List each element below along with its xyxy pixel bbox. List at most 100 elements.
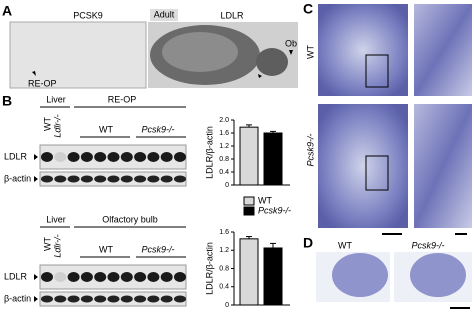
lane-label: WT — [42, 237, 52, 251]
band — [80, 152, 93, 162]
arrowhead — [34, 274, 38, 302]
tissue-label: Liver — [46, 214, 66, 224]
image-title: Pcsk9-/- — [411, 240, 444, 250]
band — [94, 152, 107, 162]
tag-box — [150, 9, 178, 21]
band — [94, 295, 107, 303]
tissue-label: Olfactory bulb — [102, 214, 158, 224]
band — [160, 295, 173, 303]
bar — [263, 132, 283, 186]
band — [67, 152, 80, 162]
band — [80, 295, 93, 303]
band — [54, 295, 67, 303]
row-label: LDLR — [4, 271, 28, 281]
image-title: WT — [338, 240, 352, 250]
band — [67, 272, 80, 282]
band — [160, 152, 173, 162]
tag: Adult — [154, 9, 175, 19]
legend-swatch — [243, 196, 255, 206]
legend-label: WT — [258, 195, 272, 205]
inset-box — [365, 54, 389, 88]
band — [174, 175, 186, 183]
group-label: WT — [99, 244, 113, 254]
panel-d: D WT Pcsk9-/- — [303, 235, 472, 309]
panel-label: C — [303, 1, 313, 17]
y-tick-label: 2.0 — [219, 117, 229, 124]
bar — [239, 126, 259, 186]
band — [67, 175, 80, 183]
brain-image — [318, 4, 408, 96]
y-tick-label: 0 — [225, 302, 229, 309]
legend-label: Pcsk9-/- — [258, 205, 291, 215]
group-label: Pcsk9-/- — [141, 244, 174, 254]
band — [41, 295, 53, 303]
band — [41, 152, 53, 162]
band — [174, 272, 186, 282]
band — [160, 272, 173, 282]
band — [160, 175, 173, 183]
y-tick-label: 0.4 — [219, 284, 229, 291]
zoom-image — [414, 4, 472, 96]
panel-label: D — [303, 235, 313, 251]
arrow — [32, 71, 36, 76]
band — [120, 175, 133, 183]
row-label: β-actin — [4, 293, 31, 303]
row-label: Pcsk9-/- — [305, 133, 315, 166]
inset-box — [365, 155, 389, 191]
band — [147, 152, 160, 162]
y-tick-label: 0 — [225, 182, 229, 189]
y-tick-label: 1.2 — [219, 247, 229, 254]
band — [41, 272, 53, 282]
band — [120, 272, 133, 282]
bar — [239, 238, 259, 306]
image-title: PCSK9 — [73, 10, 103, 20]
band — [107, 295, 120, 303]
band — [134, 295, 147, 303]
y-tick-label: 0.4 — [219, 169, 229, 176]
group-label: WT — [99, 124, 113, 134]
zoom-image — [414, 104, 472, 228]
image-title: LDLR — [220, 10, 244, 20]
row-label: WT — [305, 45, 315, 59]
y-axis-label: LDLR/β-actin — [204, 126, 214, 179]
tissue-label: RE-OP — [108, 94, 137, 104]
band — [94, 272, 107, 282]
panel-c: C WT Pcsk9-/- — [303, 1, 472, 235]
panel-a: A PCSK9 Adult LDLR RE-OP Ob — [2, 3, 298, 89]
annotation: RE-OP — [28, 78, 57, 88]
band — [134, 152, 147, 162]
arrowhead — [34, 154, 38, 182]
band — [120, 295, 133, 303]
band — [94, 175, 107, 183]
band — [54, 152, 67, 162]
band — [80, 272, 93, 282]
band — [41, 175, 53, 183]
lane-label: WT — [42, 117, 52, 131]
y-tick-label: 0.8 — [219, 156, 229, 163]
row-label: LDLR — [4, 151, 28, 161]
lane-label: Ldlr-/- — [52, 114, 62, 137]
band — [147, 175, 160, 183]
y-tick-label: 1.6 — [219, 130, 229, 137]
panel-label: B — [2, 93, 12, 109]
annotation: Ob — [285, 38, 297, 48]
y-tick-label: 1.6 — [219, 229, 229, 236]
pcsk9-image — [9, 21, 147, 89]
panel-label: A — [2, 3, 12, 19]
band — [107, 272, 120, 282]
band — [107, 175, 120, 183]
band — [134, 175, 147, 183]
band — [134, 272, 147, 282]
band — [120, 152, 133, 162]
tissue-label: Liver — [46, 94, 66, 104]
band — [54, 272, 67, 282]
band — [147, 272, 160, 282]
bulb-section — [410, 253, 466, 297]
band — [174, 152, 186, 162]
y-axis-label: LDLR/β-actin — [204, 242, 214, 295]
band — [67, 295, 80, 303]
y-tick-label: 0.8 — [219, 265, 229, 272]
band — [107, 152, 120, 162]
lane-label: Ldlr-/- — [52, 234, 62, 257]
